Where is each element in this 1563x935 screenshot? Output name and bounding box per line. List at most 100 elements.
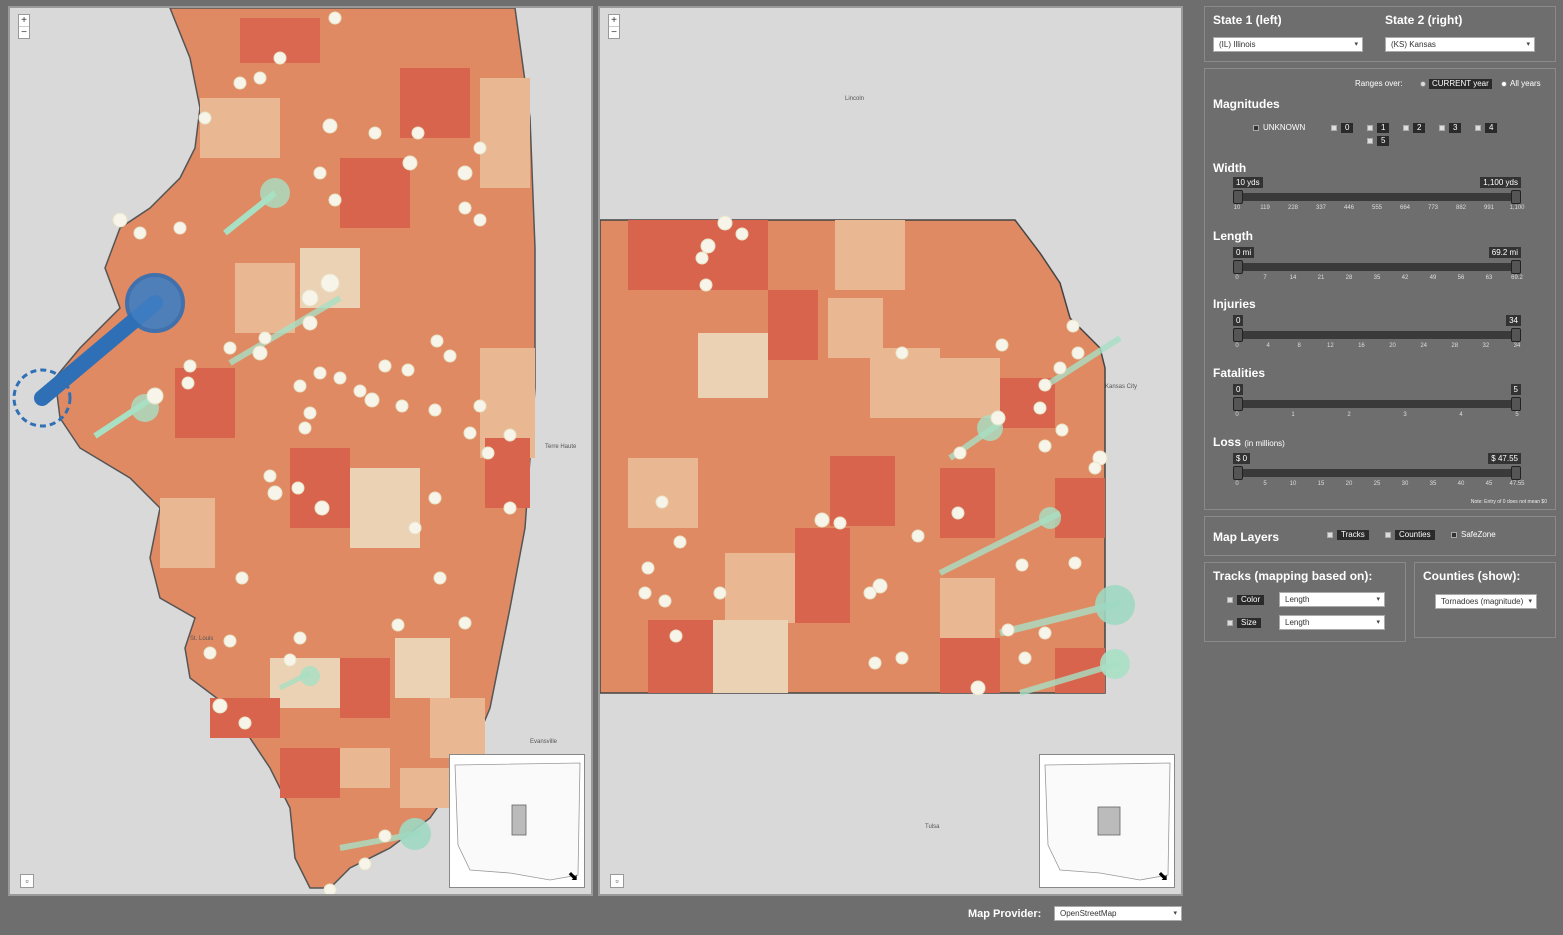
injuries-min-handle[interactable] <box>1233 328 1243 342</box>
magnitude-3-checkbox[interactable]: 3 <box>1439 123 1462 133</box>
expand-icon[interactable]: ⬊ <box>567 869 579 883</box>
chevron-down-icon: ▾ <box>1528 598 1532 605</box>
loss-tick-label: 35 <box>1429 481 1437 487</box>
range-all-years-radio[interactable]: All years <box>1501 79 1541 88</box>
zoom-in-button[interactable]: + <box>19 15 29 27</box>
checkbox-box <box>1331 125 1337 131</box>
magnitude-1-checkbox[interactable]: 1 <box>1367 123 1390 133</box>
loss-tick-label: 40 <box>1457 481 1465 487</box>
width-tick-label: 10 <box>1233 205 1241 211</box>
loss-tick-label: 5 <box>1263 481 1267 487</box>
tracks-color-label: Color <box>1237 595 1265 605</box>
slider-track <box>1237 193 1517 201</box>
layer-label: Tracks <box>1337 530 1369 540</box>
injuries-max-handle[interactable] <box>1511 328 1521 342</box>
chevron-down-icon: ▾ <box>1526 41 1530 48</box>
zoom-in-button[interactable]: + <box>609 15 619 27</box>
length-tick-label: 7 <box>1263 275 1267 281</box>
checkbox-box <box>1367 138 1373 144</box>
loss-max-handle[interactable] <box>1511 466 1521 480</box>
loss-min-handle[interactable] <box>1233 466 1243 480</box>
checkbox-box <box>1367 125 1373 131</box>
tracks-size-checkbox[interactable]: Size <box>1227 618 1261 628</box>
length-title: Length <box>1213 229 1253 243</box>
length-slider[interactable]: 0 mi 69.2 mi 0 7 14 21 28 35 42 49 56 63 69.2 <box>1233 247 1523 287</box>
expand-icon[interactable]: ⬊ <box>1157 869 1169 883</box>
injuries-tick-label: 16 <box>1358 343 1365 349</box>
width-tick-label: 555 <box>1371 205 1383 211</box>
map-left-illinois[interactable]: Terre Haute Evansville St. Louis + − ▫ ⬊ <box>8 6 593 896</box>
slider-track <box>1237 400 1517 408</box>
checkbox-box <box>1403 125 1409 131</box>
width-slider[interactable]: 10 yds 1,100 yds 10 119 228 337 446 555 664 773… <box>1233 177 1525 217</box>
tracks-size-select[interactable]: Length ▾ <box>1279 615 1385 630</box>
fatalities-max-handle[interactable] <box>1511 397 1521 411</box>
magnitude-label: UNKNOWN <box>1263 123 1306 132</box>
map-right-kansas[interactable]: Lincoln Kansas City Tulsa + − ▫ ⬊ <box>598 6 1183 896</box>
state2-label: State 2 (right) <box>1385 13 1463 27</box>
layer-counties-checkbox[interactable]: Counties <box>1385 530 1435 540</box>
magnitude-unknown-checkbox[interactable]: UNKNOWN <box>1253 123 1305 132</box>
fatalities-tick-label: 5 <box>1515 412 1519 418</box>
minimap-right[interactable]: ⬊ <box>1039 754 1175 888</box>
magnitude-label: 5 <box>1377 136 1390 146</box>
map-left-canvas[interactable]: Terre Haute Evansville St. Louis <box>10 8 593 896</box>
state2-value: (KS) Kansas <box>1391 40 1436 49</box>
fatalities-min-handle[interactable] <box>1233 397 1243 411</box>
zoom-control-right: + − <box>608 14 620 39</box>
map-provider-value: OpenStreetMap <box>1060 909 1117 918</box>
length-min-handle[interactable] <box>1233 260 1243 274</box>
tracks-color-select[interactable]: Length ▾ <box>1279 592 1385 607</box>
injuries-tick-label: 8 <box>1297 343 1301 349</box>
fatalities-title: Fatalities <box>1213 366 1266 380</box>
injuries-tick-label: 4 <box>1266 343 1270 349</box>
minimap-left[interactable]: ⬊ <box>449 754 585 888</box>
width-max-handle[interactable] <box>1511 190 1521 204</box>
map-right-canvas[interactable]: Lincoln Kansas City Tulsa <box>600 8 1183 896</box>
injuries-max-value: 34 <box>1506 315 1521 326</box>
fullscreen-button[interactable]: ▫ <box>20 874 34 888</box>
magnitude-4-checkbox[interactable]: 4 <box>1475 123 1498 133</box>
width-tick-label: 119 <box>1260 205 1270 211</box>
map-provider-select[interactable]: OpenStreetMap ▾ <box>1054 906 1182 921</box>
loss-slider[interactable]: $ 0 $ 47.55 0 5 10 15 20 25 30 35 40 45 47.55 <box>1233 453 1525 493</box>
state2-select[interactable]: (KS) Kansas ▾ <box>1385 37 1535 52</box>
fatalities-slider[interactable]: 0 5 0 1 2 3 4 5 <box>1233 384 1521 424</box>
loss-tick-label: 30 <box>1401 481 1409 487</box>
counties-panel: Counties (show): Tornadoes (magnitude) ▾ <box>1414 562 1556 638</box>
length-tick-label: 21 <box>1317 275 1325 281</box>
length-tick-label: 49 <box>1429 275 1437 281</box>
tracks-color-value: Length <box>1285 595 1310 604</box>
zoom-out-button[interactable]: − <box>21 27 27 38</box>
state1-select[interactable]: (IL) Illinois ▾ <box>1213 37 1363 52</box>
width-min-handle[interactable] <box>1233 190 1243 204</box>
injuries-min-value: 0 <box>1233 315 1244 326</box>
width-tick-label: 228 <box>1287 205 1299 211</box>
layer-tracks-checkbox[interactable]: Tracks <box>1327 530 1369 540</box>
loss-max-value: $ 47.55 <box>1488 453 1521 464</box>
checkbox-box <box>1327 532 1333 538</box>
counties-select[interactable]: Tornadoes (magnitude) ▾ <box>1435 594 1537 609</box>
magnitude-label: 0 <box>1341 123 1354 133</box>
tracks-color-checkbox[interactable]: Color <box>1227 595 1265 605</box>
length-max-handle[interactable] <box>1511 260 1521 274</box>
fullscreen-button[interactable]: ▫ <box>610 874 624 888</box>
injuries-tick-label: 28 <box>1451 343 1459 349</box>
range-current-year-radio[interactable]: CURRENT year <box>1420 79 1492 89</box>
counties-title: Counties (show): <box>1423 569 1521 583</box>
injuries-ticks: 0 4 8 12 16 20 24 28 32 34 <box>1235 343 1520 353</box>
magnitude-label: 4 <box>1485 123 1498 133</box>
zoom-out-button[interactable]: − <box>611 27 617 38</box>
layer-safezone-checkbox[interactable]: SafeZone <box>1451 530 1496 539</box>
magnitude-2-checkbox[interactable]: 2 <box>1403 123 1426 133</box>
magnitude-5-checkbox[interactable]: 5 <box>1367 136 1390 146</box>
chevron-down-icon: ▾ <box>1354 41 1358 48</box>
injuries-slider[interactable]: 0 34 0 4 8 12 16 20 24 28 32 34 <box>1233 315 1521 355</box>
length-tick-label: 42 <box>1401 275 1409 281</box>
fatalities-min-value: 0 <box>1233 384 1244 395</box>
svg-text:Tulsa: Tulsa <box>925 824 940 830</box>
fatalities-tick-label: 2 <box>1347 412 1351 418</box>
length-ticks: 0 7 14 21 28 35 42 49 56 63 69.2 <box>1235 275 1523 285</box>
magnitude-0-checkbox[interactable]: 0 <box>1331 123 1354 133</box>
map-provider-label: Map Provider: <box>968 908 1042 920</box>
